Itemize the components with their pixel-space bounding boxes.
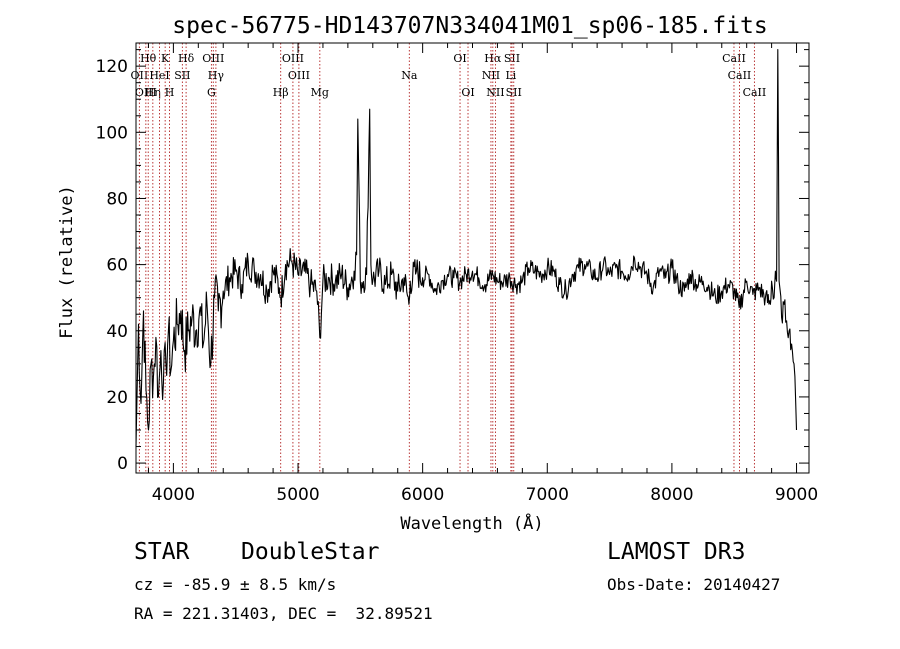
x-tick-label: 4000 — [152, 485, 195, 505]
x-tick-label: 9000 — [775, 485, 818, 505]
coordinates: RA = 221.31403, DEC = 32.89521 — [134, 604, 433, 623]
x-tick-label: 7000 — [526, 485, 569, 505]
spectral-line-label: NII — [486, 86, 504, 99]
spectral-line-label: OIII — [202, 52, 224, 65]
spectral-line-label: K — [161, 52, 170, 65]
spectral-line-label: OII — [131, 69, 149, 82]
object-subclass: DoubleStar — [241, 539, 380, 565]
spectral-line-label: H — [165, 86, 175, 99]
spectral-line-label: SII — [174, 69, 190, 82]
spectral-line-label: Mg — [311, 86, 329, 99]
y-tick-label: 120 — [96, 57, 128, 77]
spectral-line-label: Hθ — [140, 52, 157, 65]
axes: 4000 5000 6000 7000 8000 9000 0 20 40 60 80 100 120 — [96, 43, 818, 505]
spectral-line-label: Li — [505, 69, 516, 82]
spectral-line-label: HeI — [149, 69, 169, 82]
spectral-line-label: CaII — [743, 86, 767, 99]
spectral-line-label: OIII — [288, 69, 310, 82]
y-axis-label: Flux (relative) — [57, 185, 77, 339]
spectrum-series-line — [135, 49, 798, 447]
y-tick-label: 20 — [106, 388, 128, 408]
object-class: STAR — [134, 539, 190, 565]
chart-title: spec-56775-HD143707N334041M01_sp06-185.f… — [172, 13, 767, 39]
spectral-line-label: Na — [401, 69, 418, 82]
spectral-line-label: OI — [453, 52, 466, 65]
spectral-line-label: Hγ — [208, 69, 225, 82]
y-tick-label: 80 — [106, 189, 128, 209]
spectral-line-label: Hα — [484, 52, 502, 65]
plot-frame — [135, 42, 810, 474]
redshift-velocity: cz = -85.9 ± 8.5 km/s — [134, 575, 337, 594]
y-tick-label: 100 — [96, 123, 128, 143]
spectral-line-label: Hβ — [273, 86, 289, 99]
y-tick-label: 0 — [117, 454, 128, 474]
spectral-line-label: CaII — [722, 52, 746, 65]
spectral-line-label: OIII — [135, 86, 157, 99]
spectral-line-label: CaII — [728, 69, 752, 82]
x-tick-label: 5000 — [276, 485, 319, 505]
spectral-line-label: Hδ — [178, 52, 195, 65]
spectral-line-label: OI — [461, 86, 474, 99]
y-tick-label: 60 — [106, 256, 128, 276]
x-axis-label: Wavelength (Å) — [400, 512, 543, 534]
observation-date: Obs-Date: 20140427 — [607, 575, 781, 594]
x-tick-label: 8000 — [650, 485, 693, 505]
spectral-line-label: SII — [506, 86, 522, 99]
spectral-line-label: Hη — [145, 86, 161, 99]
survey-name: LAMOST DR3 — [607, 539, 746, 565]
spectral-line-label: OIII — [282, 52, 304, 65]
spectral-line-label: G — [207, 86, 216, 99]
spectral-line-label: SII — [504, 52, 520, 65]
x-tick-label: 6000 — [401, 485, 444, 505]
y-tick-label: 40 — [106, 322, 128, 342]
spectral-line-label: NII — [482, 69, 500, 82]
